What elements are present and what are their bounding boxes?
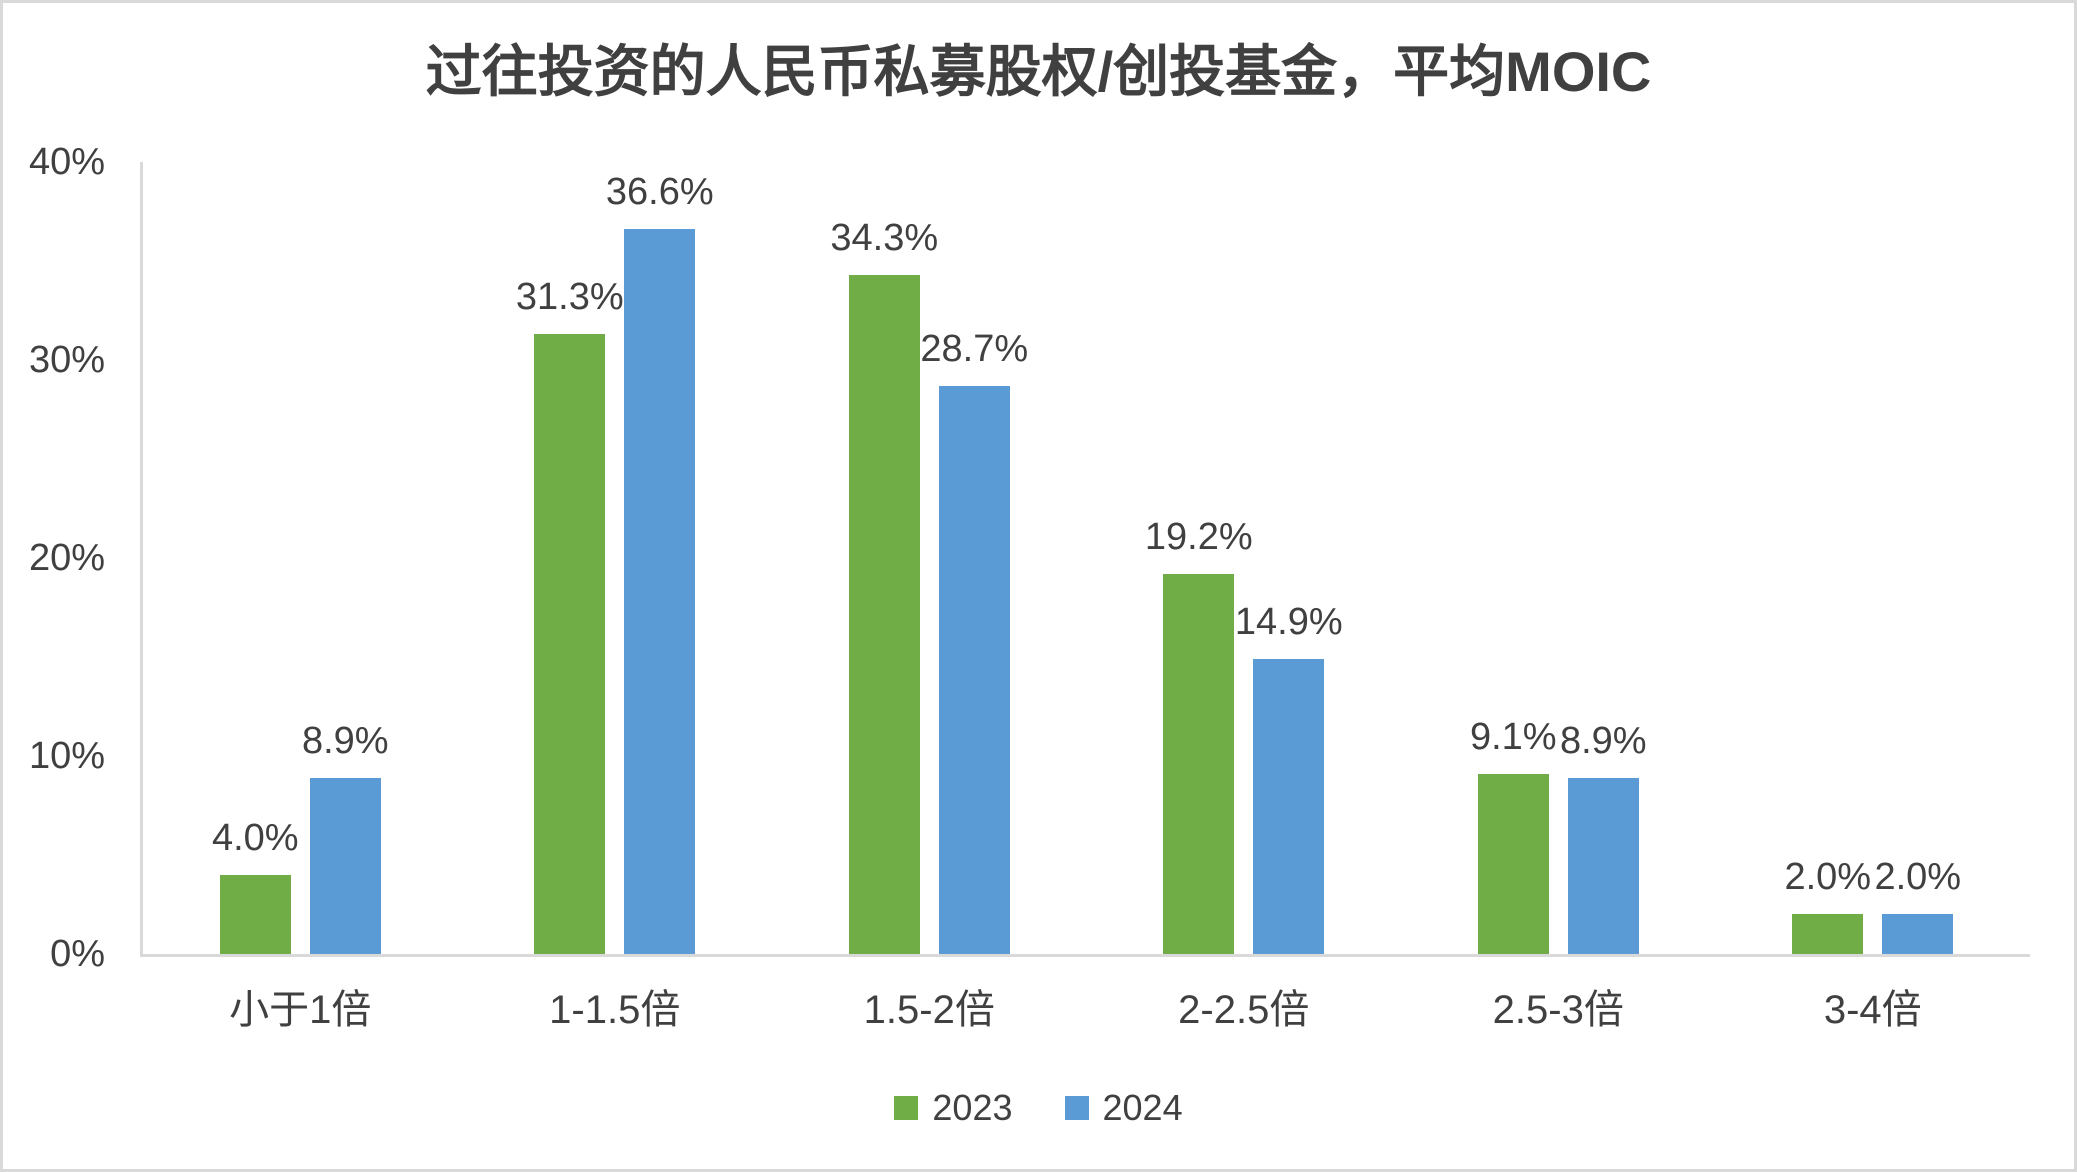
bar-2023-group6: [1792, 914, 1864, 954]
bar-2024-group5: [1567, 777, 1639, 954]
bar-2023-group5: [1477, 773, 1549, 954]
y-tick-label-40%: 40%: [28, 141, 105, 183]
y-tick-label-10%: 10%: [28, 735, 105, 777]
bar-label-2023-group5: 9.1%: [1469, 715, 1557, 758]
y-tick-label-30%: 30%: [28, 339, 105, 381]
x-category-label-5: 2.5-3倍: [1492, 988, 1624, 1032]
x-category-label-1: 小于1倍: [229, 988, 372, 1032]
y-tick-label-20%: 20%: [28, 537, 105, 579]
bar-2023-group2: [534, 334, 606, 954]
x-category-label-4: 2-2.5倍: [1178, 988, 1310, 1032]
bar-2024-group6: [1882, 914, 1954, 954]
bar-2023-group4: [1163, 573, 1235, 954]
x-category-label-6: 3-4倍: [1823, 988, 1922, 1032]
legend-item-2023: 2023: [894, 1086, 1013, 1130]
plot-area: 0% 10% 20% 30% 40% 4.0% 8.9% 31.3% 36.6% 34.3% 28…: [3, 3, 2074, 1169]
legend-swatch-2023: [894, 1096, 919, 1120]
bar-label-2024-group6: 2.0%: [1874, 856, 1962, 899]
bar-label-2023-group1: 4.0%: [211, 816, 299, 859]
bar-label-2023-group6: 2.0%: [1784, 856, 1872, 899]
x-axis-line: [143, 954, 2030, 957]
y-tick-label-0%: 0%: [50, 933, 105, 975]
bar-label-2024-group2: 36.6%: [605, 171, 714, 214]
bar-label-2024-group4: 14.9%: [1234, 600, 1343, 643]
bar-label-2023-group4: 19.2%: [1144, 515, 1253, 558]
y-axis-line: [140, 162, 143, 957]
x-category-label-2: 1-1.5倍: [549, 988, 681, 1032]
bar-label-2024-group5: 8.9%: [1559, 719, 1647, 762]
bar-label-2024-group1: 8.9%: [301, 719, 389, 762]
bar-label-2024-group3: 28.7%: [920, 327, 1029, 370]
bar-2023-group3: [848, 274, 920, 954]
bar-label-2023-group2: 31.3%: [515, 276, 624, 319]
bar-label-2023-group3: 34.3%: [830, 216, 939, 259]
bar-2024-group1: [309, 777, 381, 954]
chart-title: 过往投资的人民币私募股权/创投基金，平均MOIC: [425, 40, 1652, 103]
bar-2024-group2: [624, 229, 696, 954]
legend-label-2023: 2023: [932, 1087, 1013, 1128]
legend: 2023 2024: [3, 1086, 2074, 1130]
legend-item-2024: 2024: [1064, 1086, 1183, 1130]
bar-2024-group3: [938, 385, 1010, 954]
bar-2024-group4: [1253, 658, 1325, 954]
bar-2023-group1: [219, 874, 291, 954]
x-category-label-3: 1.5-2倍: [863, 988, 995, 1032]
legend-swatch-2024: [1064, 1096, 1089, 1120]
legend-label-2024: 2024: [1102, 1087, 1183, 1128]
